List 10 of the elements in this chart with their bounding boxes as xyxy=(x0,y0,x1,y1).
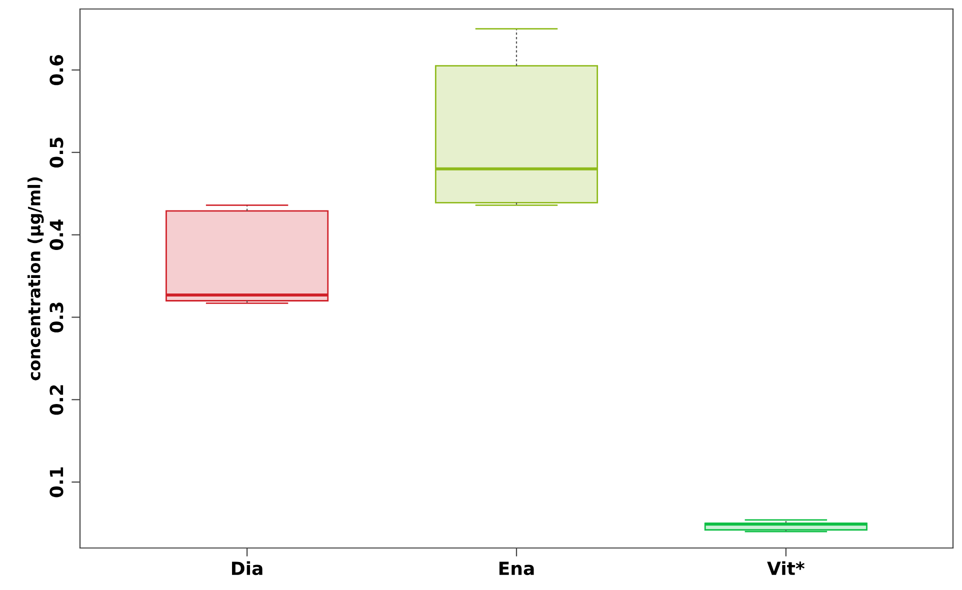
x-tick-label: Vit* xyxy=(767,561,805,575)
y-tick-label: 0.6 xyxy=(50,54,64,86)
x-tick-label: Ena xyxy=(499,562,534,576)
x-tick-label: Dia xyxy=(232,561,262,576)
y-tick-label: 0.4 xyxy=(50,220,64,250)
y-axis-title: concentration (µg/ml) xyxy=(28,177,44,380)
y-tick-label: 0.1 xyxy=(50,467,64,498)
y-tick-label: 0.2 xyxy=(50,385,64,415)
y-tick-label: 0.3 xyxy=(50,302,64,332)
y-tick-label: 0.5 xyxy=(50,138,64,168)
